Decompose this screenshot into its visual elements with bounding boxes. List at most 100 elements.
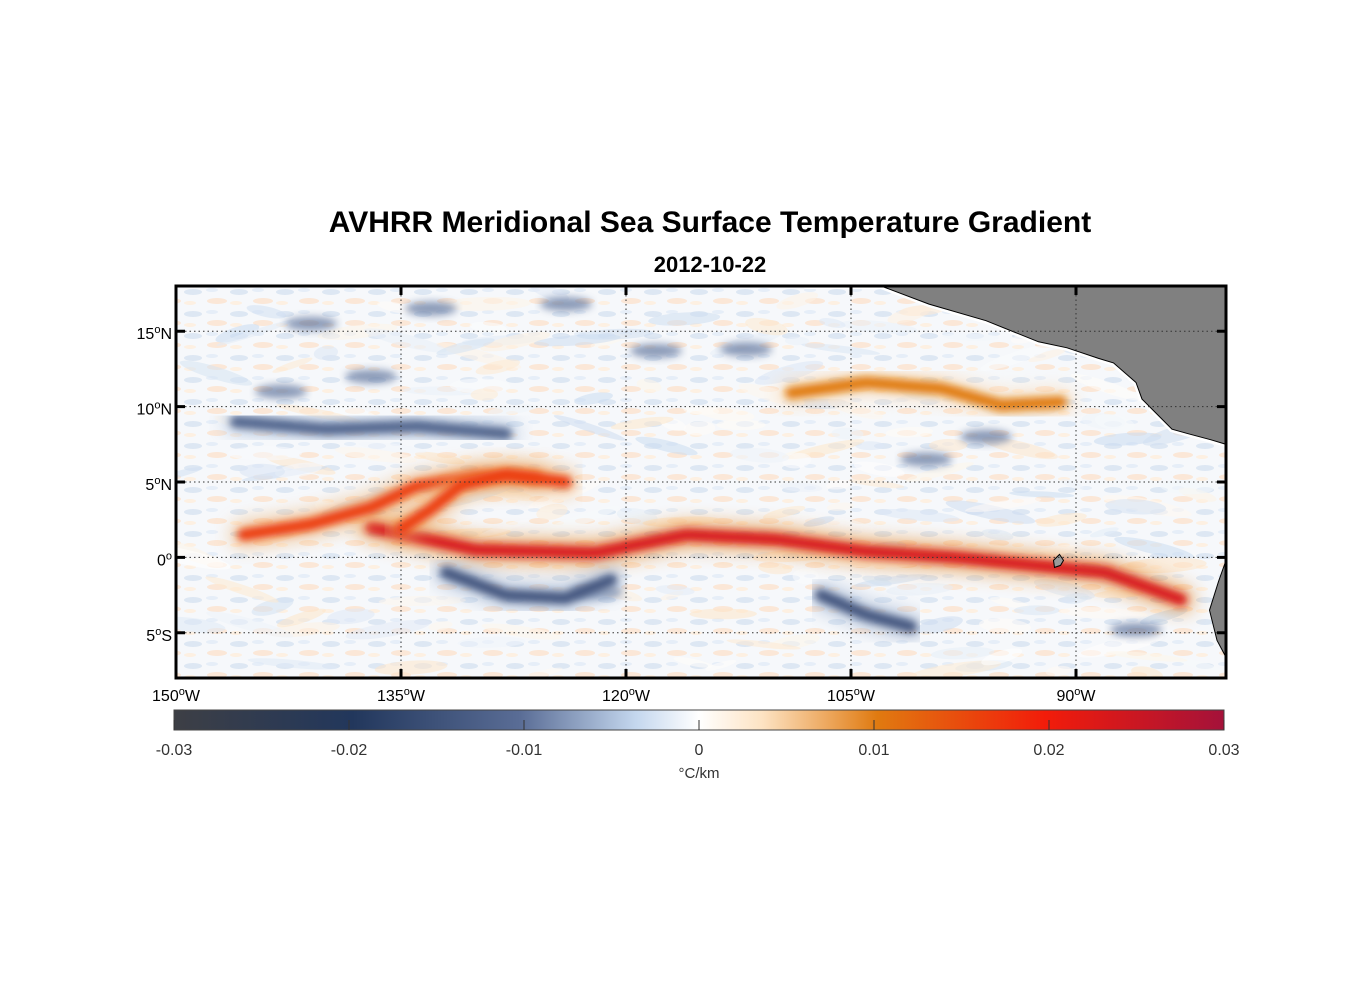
cold-patch — [720, 342, 772, 357]
texture-patch — [942, 333, 999, 341]
colorbar-tick-label: -0.03 — [156, 742, 193, 759]
y-tick-label: 15oN — [137, 324, 172, 343]
y-tick-label: 5oN — [145, 475, 172, 494]
coastline-central-america — [806, 286, 1226, 445]
texture-patch — [930, 646, 995, 660]
texture-patch — [378, 595, 466, 606]
texture-patch — [475, 359, 520, 375]
texture-patch — [762, 505, 806, 520]
texture-patch — [1118, 557, 1207, 574]
texture-patch — [1089, 527, 1119, 538]
texture-patch — [179, 360, 253, 386]
y-tick-label: 10oN — [137, 400, 172, 419]
tropical-instability-front-2 — [395, 468, 572, 535]
texture-patch — [655, 585, 695, 596]
texture-patch — [905, 462, 974, 482]
texture-patch — [227, 445, 302, 461]
colorbar-tick-label: -0.02 — [331, 742, 368, 759]
texture-patch — [215, 324, 260, 343]
texture-patch — [480, 331, 551, 352]
texture-patch — [1114, 536, 1194, 559]
x-tick-label: 120oW — [602, 686, 651, 705]
texture-patch — [635, 436, 698, 456]
texture-patch — [803, 516, 835, 527]
y-tick-label: 5oS — [146, 626, 172, 645]
texture-patch — [251, 597, 294, 616]
texture-patch — [978, 618, 1032, 634]
texture-patch — [1139, 608, 1188, 625]
north-cold-band — [230, 415, 512, 440]
texture-patch — [916, 616, 963, 634]
texture-patch — [698, 406, 755, 422]
texture-patch — [1070, 373, 1144, 401]
x-tick-label: 150oW — [152, 686, 201, 705]
texture-patch — [840, 320, 918, 334]
texture-patch — [980, 344, 1052, 371]
texture-patch — [374, 660, 448, 676]
texture-patch — [776, 292, 819, 310]
texture-patch — [478, 519, 530, 537]
cold-patch — [285, 316, 337, 331]
texture-patch — [730, 447, 790, 463]
texture-patch — [574, 392, 613, 405]
texture-patch — [826, 479, 852, 490]
texture-patch — [272, 357, 313, 373]
south-cold-band-2 — [815, 589, 917, 633]
colorbar-tick-label: 0.01 — [858, 742, 889, 759]
cold-patch — [960, 429, 1012, 444]
texture-patch — [176, 616, 226, 633]
land-masses — [803, 286, 1226, 678]
texture-patch — [648, 312, 721, 326]
texture-patch — [965, 497, 1042, 513]
x-tick-label: 105oW — [827, 686, 876, 705]
texture-patch — [553, 415, 626, 441]
texture-patch — [726, 639, 801, 650]
texture-patch — [469, 321, 508, 333]
texture-patch — [345, 619, 431, 640]
texture-patch — [439, 296, 532, 311]
texture-patch — [826, 502, 855, 511]
chart-subtitle: 2012-10-22 — [653, 252, 767, 277]
texture-patch — [853, 461, 905, 477]
colorbar: -0.03 -0.02 -0.01 0 0.01 0.02 0.03 °C/km — [156, 709, 1240, 782]
chart-title: AVHRR Meridional Sea Surface Temperature… — [328, 206, 1092, 239]
colorbar-tick-label: 0.03 — [1208, 742, 1239, 759]
texture-patch — [247, 658, 338, 670]
texture-patch — [275, 462, 322, 478]
texture-patch — [886, 583, 953, 596]
texture-patch — [616, 508, 658, 525]
texture-patch — [205, 576, 279, 603]
texture-patch — [705, 659, 737, 671]
texture-patch — [885, 426, 934, 438]
texture-patch — [928, 438, 968, 452]
texture-patch — [239, 463, 285, 479]
texture-patch — [1009, 491, 1075, 498]
itcz-front — [785, 376, 1067, 412]
texture-patch — [827, 399, 883, 420]
texture-patch — [535, 505, 620, 537]
texture-patch — [1077, 634, 1164, 658]
texture-patch — [176, 467, 203, 481]
colorbar-ticks: -0.03 -0.02 -0.01 0 0.01 0.02 0.03 — [156, 720, 1240, 759]
texture-patch — [910, 660, 1002, 678]
texture-patch — [673, 657, 713, 668]
south-cold-band-1 — [440, 566, 617, 605]
texture-patch — [831, 427, 864, 440]
texture-patch — [317, 323, 398, 340]
texture-patch — [536, 503, 568, 520]
cold-patch — [630, 343, 682, 358]
texture-patch — [436, 338, 495, 356]
texture-patch — [779, 482, 823, 492]
texture-patch — [377, 301, 415, 314]
texture-patch — [1060, 478, 1084, 490]
texture-patch — [449, 378, 511, 394]
texture-patch — [1106, 651, 1188, 662]
gradient-fronts — [223, 369, 1194, 640]
x-axis-labels: 150oW 135oW 120oW 105oW 90oW — [152, 686, 1096, 705]
texture-patch — [1094, 414, 1135, 432]
texture-patch — [745, 317, 788, 336]
texture-patch — [1105, 499, 1167, 515]
texture-patch — [206, 611, 294, 638]
cold-patch — [540, 297, 592, 312]
